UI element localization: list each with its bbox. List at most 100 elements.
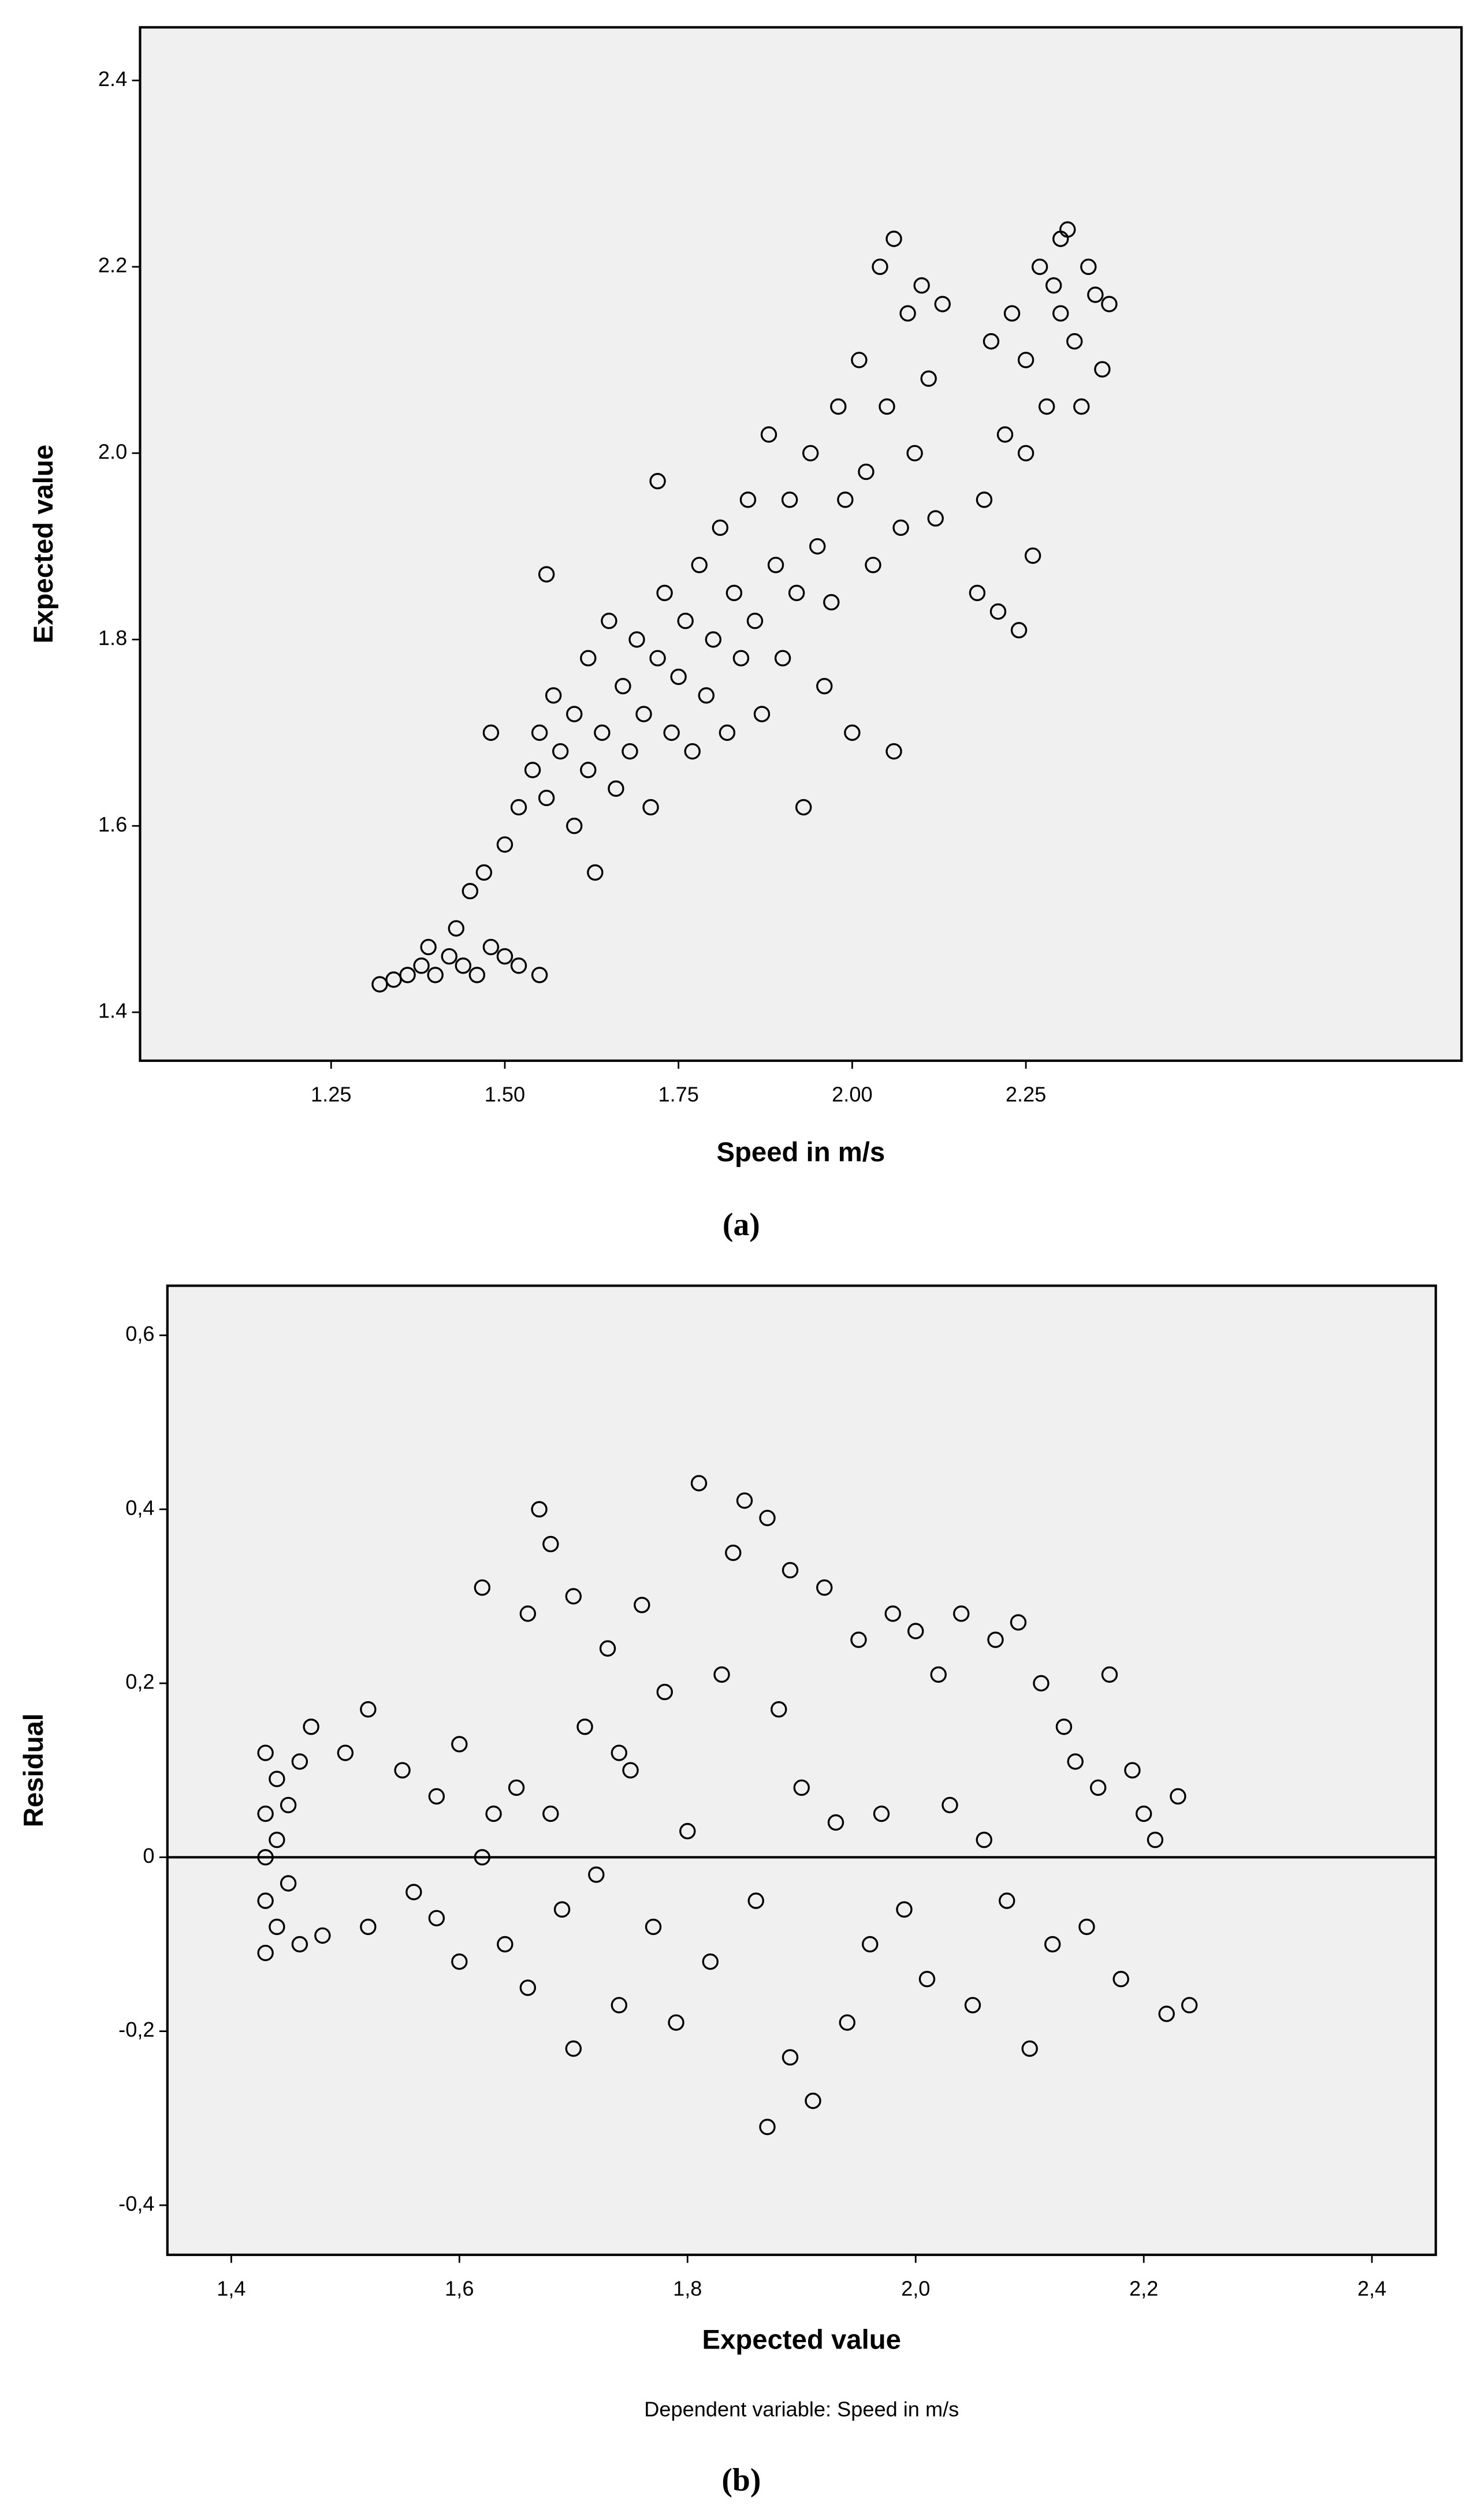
point <box>1101 1666 1118 1683</box>
point <box>1066 333 1083 350</box>
point <box>542 1805 559 1822</box>
point <box>1059 221 1076 238</box>
point <box>712 519 729 536</box>
point <box>496 836 513 853</box>
point <box>732 650 750 666</box>
point <box>899 305 916 322</box>
point <box>884 1605 901 1622</box>
point <box>420 938 437 956</box>
point <box>999 1892 1015 1909</box>
point <box>441 948 457 965</box>
point <box>781 491 798 508</box>
point <box>691 557 708 573</box>
point <box>879 398 895 415</box>
point <box>580 650 597 666</box>
point <box>934 296 951 312</box>
point <box>1101 296 1118 312</box>
point <box>601 613 617 629</box>
point <box>656 584 673 602</box>
point <box>566 818 583 834</box>
point <box>1010 622 1028 639</box>
point <box>1033 1675 1050 1692</box>
point <box>451 1953 468 1970</box>
point <box>713 1666 730 1683</box>
point <box>538 789 555 807</box>
x-axis-title: Expected value <box>702 2325 901 2355</box>
point <box>599 1640 616 1657</box>
point <box>873 1805 890 1822</box>
point <box>953 1605 970 1622</box>
y-tick-label: 2.2 <box>98 254 127 277</box>
point <box>872 258 888 275</box>
point <box>892 519 909 536</box>
point <box>736 1492 753 1509</box>
point <box>608 780 624 797</box>
point <box>851 352 868 368</box>
point <box>782 2049 799 2066</box>
point <box>474 1579 491 1596</box>
point <box>670 668 687 685</box>
point <box>565 1588 582 1605</box>
point <box>746 613 764 629</box>
point <box>827 1814 844 1831</box>
point <box>1017 352 1035 368</box>
point <box>360 1918 377 1936</box>
point <box>649 472 666 490</box>
point <box>930 1666 947 1683</box>
point <box>649 650 666 666</box>
point <box>576 1718 593 1735</box>
y-tick-label: 1.6 <box>98 812 127 836</box>
point <box>1044 1936 1061 1953</box>
y-axis-title: Expected value <box>28 445 59 643</box>
point <box>844 724 861 741</box>
point <box>809 538 826 555</box>
point <box>719 724 736 741</box>
point <box>510 799 527 816</box>
point <box>663 724 680 741</box>
point <box>428 1910 445 1926</box>
x-tick-label: 2.00 <box>832 1083 872 1106</box>
point <box>565 2040 582 2057</box>
point <box>519 1605 537 1622</box>
point <box>1031 258 1048 275</box>
point <box>677 613 694 629</box>
y-tick-label: -0,2 <box>118 2018 154 2041</box>
y-tick-label: 1.4 <box>98 999 127 1023</box>
point <box>257 1805 274 1822</box>
point <box>468 967 486 983</box>
point <box>1067 1753 1084 1770</box>
point <box>816 1579 833 1596</box>
point <box>747 1892 764 1909</box>
point <box>611 1997 627 2014</box>
point <box>497 1936 513 1953</box>
point <box>1147 1831 1164 1848</box>
point <box>257 1849 274 1866</box>
point <box>451 1736 468 1753</box>
point <box>830 398 847 415</box>
point <box>816 677 833 695</box>
point <box>291 1753 308 1770</box>
y-tick-label: 2.0 <box>98 439 127 463</box>
point <box>1038 398 1055 415</box>
point <box>427 967 444 983</box>
point <box>1112 1971 1129 1988</box>
point <box>964 1997 981 2014</box>
x-tick-label: 1,4 <box>217 2277 245 2301</box>
x-tick-label: 2.25 <box>1006 1083 1046 1106</box>
y-tick-label: 0,6 <box>125 1322 154 1345</box>
x-tick-label: 2,0 <box>901 2277 930 2301</box>
point <box>987 1631 1004 1648</box>
x-tick-label: 1.25 <box>311 1083 351 1106</box>
point <box>475 864 493 881</box>
point <box>989 603 1007 620</box>
point <box>303 1718 319 1735</box>
point <box>542 1535 559 1553</box>
point <box>996 426 1014 443</box>
point <box>645 1918 662 1936</box>
point <box>753 706 771 722</box>
point <box>976 1831 992 1848</box>
point <box>862 1936 879 1953</box>
point <box>976 491 993 508</box>
point <box>531 724 548 741</box>
point <box>759 1509 776 1526</box>
